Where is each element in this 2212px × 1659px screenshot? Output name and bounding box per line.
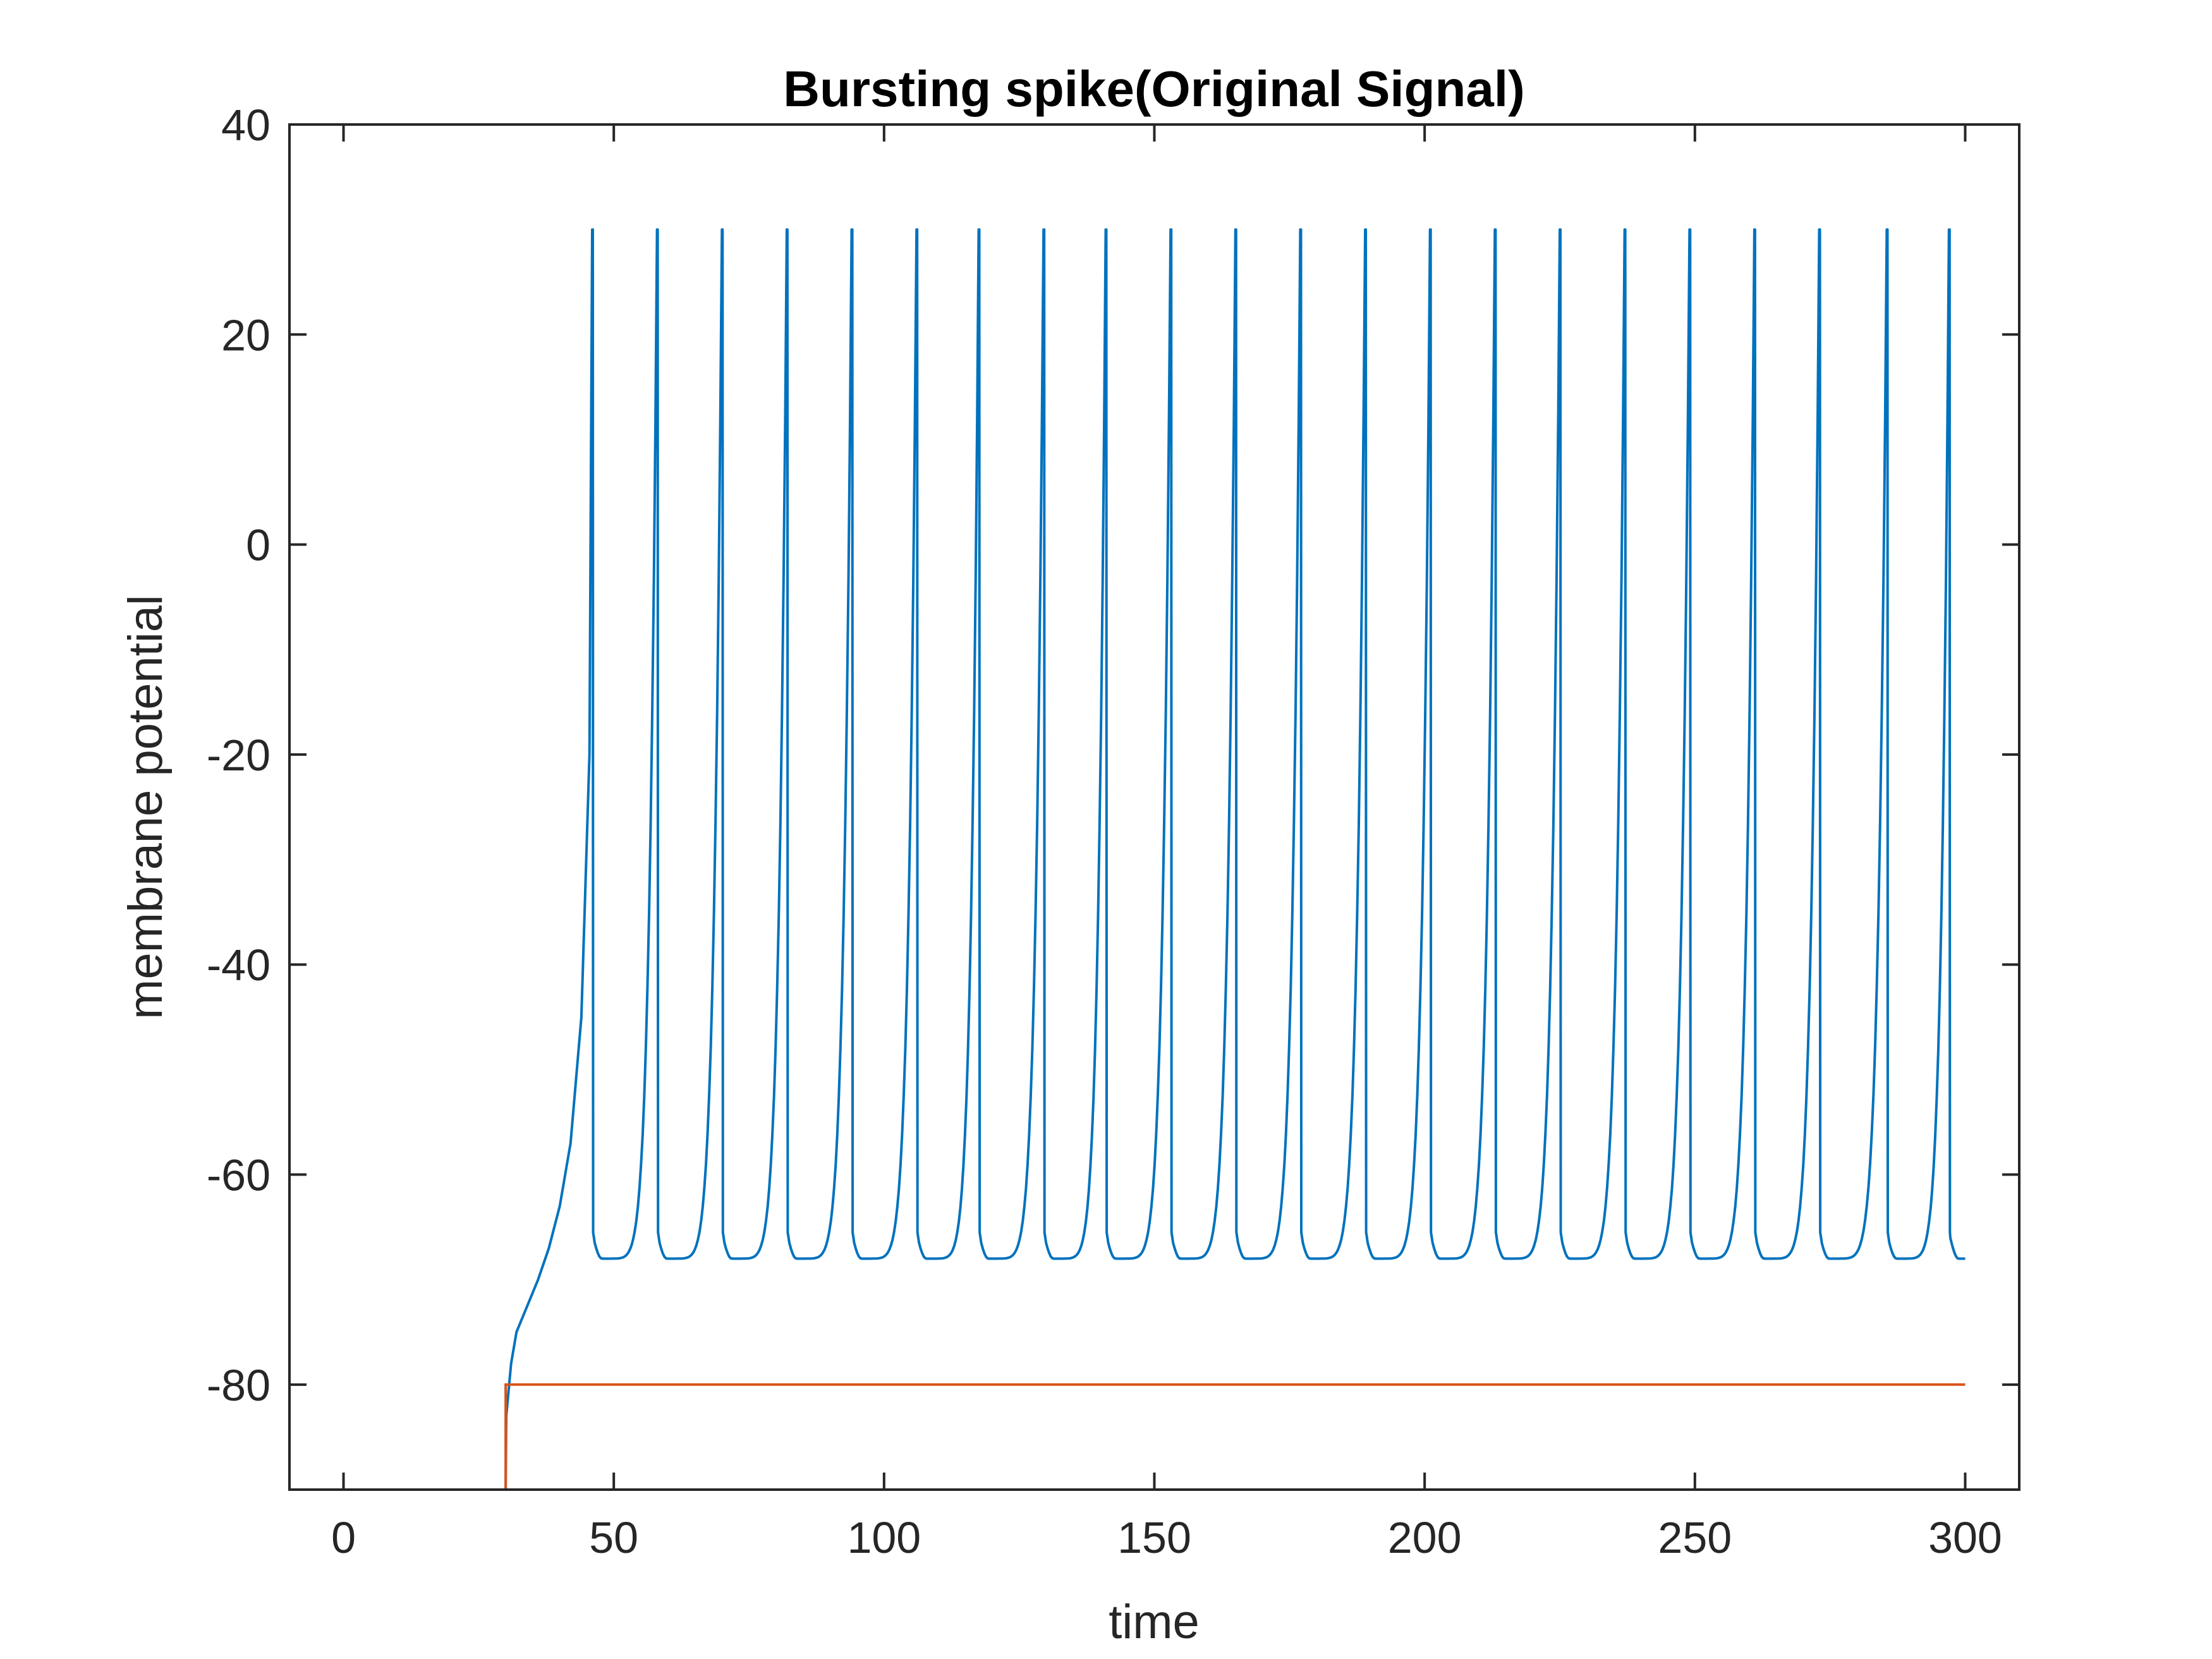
x-tick-label: 0 — [331, 1513, 356, 1562]
x-tick-label: 300 — [1928, 1513, 2002, 1562]
y-tick-label: -40 — [207, 940, 270, 990]
series-membrane-potential-line — [343, 228, 1966, 1491]
x-axis-label: time — [1109, 1595, 1200, 1649]
x-tick-label: 250 — [1658, 1513, 1732, 1562]
x-tick-label: 50 — [589, 1513, 638, 1562]
y-tick-label: -20 — [207, 731, 270, 780]
y-tick-label: -80 — [207, 1361, 270, 1410]
x-tick-label: 100 — [847, 1513, 921, 1562]
y-tick-label: 40 — [221, 100, 270, 150]
y-tick-label: 0 — [246, 521, 270, 570]
x-tick-label: 150 — [1117, 1513, 1191, 1562]
chart-title: Bursting spike(Original Signal) — [783, 61, 1524, 117]
y-tick-label: -60 — [207, 1151, 270, 1200]
x-tick-label: 200 — [1388, 1513, 1462, 1562]
y-axis-label: membrane potential — [119, 595, 173, 1019]
y-tick-label: 20 — [221, 310, 270, 360]
